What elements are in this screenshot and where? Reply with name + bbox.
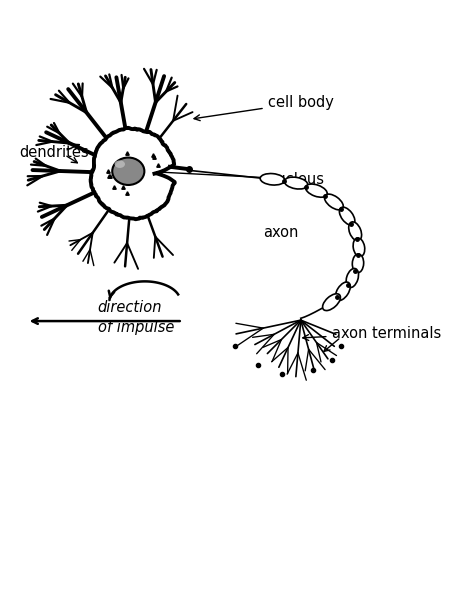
Text: axon terminals: axon terminals: [303, 326, 441, 341]
Ellipse shape: [352, 254, 364, 273]
Text: direction
of impulse: direction of impulse: [98, 301, 174, 335]
Ellipse shape: [115, 160, 125, 168]
Ellipse shape: [339, 207, 355, 225]
Ellipse shape: [323, 294, 340, 311]
Ellipse shape: [284, 177, 308, 189]
Text: dendrites: dendrites: [19, 145, 89, 160]
Text: axon: axon: [263, 225, 298, 240]
Ellipse shape: [112, 158, 145, 185]
Ellipse shape: [325, 194, 343, 210]
Ellipse shape: [306, 184, 327, 197]
Ellipse shape: [353, 238, 365, 257]
Text: cell body: cell body: [194, 95, 334, 120]
Ellipse shape: [349, 222, 362, 241]
Ellipse shape: [260, 174, 285, 185]
Ellipse shape: [336, 282, 350, 301]
Text: nucleus: nucleus: [148, 169, 325, 187]
Polygon shape: [91, 127, 175, 219]
Ellipse shape: [346, 269, 358, 288]
